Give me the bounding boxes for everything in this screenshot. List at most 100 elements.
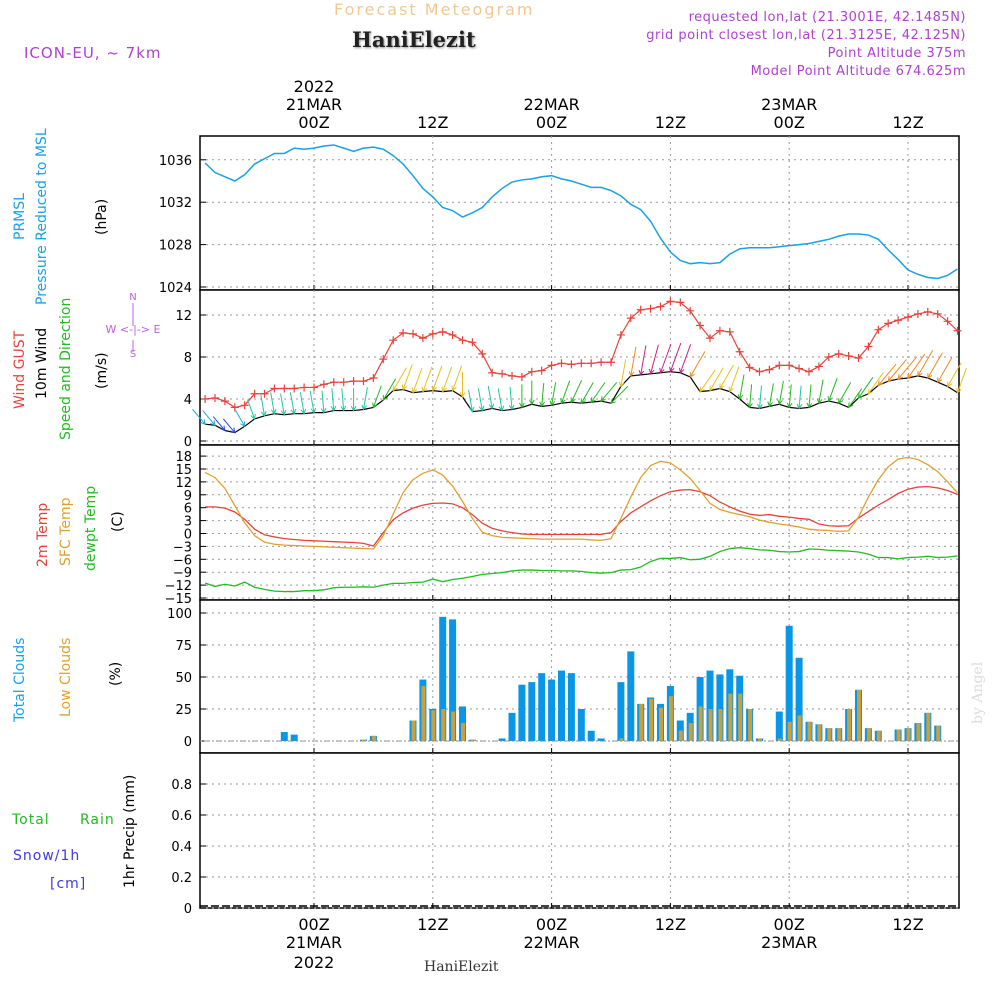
wind-arrow bbox=[212, 416, 226, 432]
gust-point bbox=[300, 383, 309, 392]
wind-arrow bbox=[838, 382, 852, 405]
gust-point bbox=[597, 358, 606, 367]
panel-frame bbox=[199, 289, 960, 446]
panel-frame bbox=[199, 444, 960, 601]
y-tick-label: 12 bbox=[175, 476, 192, 491]
gust-point bbox=[795, 364, 804, 373]
wind-arrow bbox=[777, 380, 784, 406]
gust-point bbox=[250, 389, 259, 398]
total-cloud-bar bbox=[518, 684, 526, 741]
wind-arrow bbox=[659, 344, 672, 374]
gust-point bbox=[319, 380, 328, 389]
label-rain: Rain bbox=[80, 812, 115, 828]
bottom-year-label: 2022 bbox=[294, 953, 335, 972]
requested-coords: requested lon,lat (21.3001E, 42.1485N) bbox=[688, 10, 966, 25]
gust-point bbox=[874, 325, 883, 334]
top-time-label: 12Z bbox=[655, 113, 686, 132]
wind-arrow bbox=[431, 365, 443, 392]
total-cloud-bar bbox=[567, 673, 575, 741]
gust-point bbox=[369, 374, 378, 382]
total-cloud-bar bbox=[597, 738, 605, 741]
low-cloud-bar bbox=[936, 725, 941, 741]
low-cloud-bar bbox=[421, 685, 426, 741]
wind-arrow bbox=[223, 418, 236, 434]
y-tick-label: 25 bbox=[175, 703, 192, 718]
gust-point bbox=[696, 321, 705, 330]
gust-point bbox=[211, 393, 219, 402]
wind-arrow bbox=[937, 357, 953, 384]
bottom-date-label: 23MAR bbox=[761, 933, 817, 952]
total-cloud-bar bbox=[785, 625, 793, 741]
gust-point bbox=[656, 302, 665, 311]
wind-arrow bbox=[628, 346, 637, 377]
top-time-label: 00Z bbox=[774, 113, 805, 132]
low-cloud-bar bbox=[371, 735, 376, 741]
wind-arrow bbox=[857, 377, 874, 399]
y-tick-label: 100 bbox=[167, 607, 192, 622]
gust-point bbox=[824, 353, 833, 361]
gust-point bbox=[745, 363, 754, 372]
y-tick-label: 6 bbox=[184, 502, 192, 517]
gust-point bbox=[834, 349, 843, 358]
y-tick-label: −15 bbox=[165, 592, 192, 607]
low-cloud-bar bbox=[916, 723, 921, 741]
total-cloud-bar bbox=[795, 657, 803, 741]
wind-arrow bbox=[767, 383, 774, 408]
gust-point bbox=[953, 326, 962, 335]
y-tick-label: −3 bbox=[173, 540, 192, 555]
wind-arrow bbox=[477, 388, 485, 412]
gust-point bbox=[498, 369, 507, 378]
label-snow: Snow/1h bbox=[13, 848, 80, 864]
gust-point bbox=[607, 358, 615, 367]
wind-arrow bbox=[421, 366, 433, 393]
y-tick-label: 18 bbox=[175, 450, 192, 465]
wind-arrow bbox=[382, 378, 397, 401]
wind-arrow bbox=[867, 372, 884, 395]
y-tick-label: 1036 bbox=[159, 154, 192, 169]
gust-point bbox=[666, 297, 675, 306]
wind-arrow bbox=[907, 353, 926, 379]
wind-arrow bbox=[192, 408, 206, 425]
label-pressure-msl: Pressure Reduced to MSL bbox=[34, 128, 50, 305]
gust-point bbox=[735, 347, 744, 356]
gust-point bbox=[399, 328, 408, 337]
y-tick-label: 0 bbox=[184, 435, 192, 450]
label-cm: [cm] bbox=[50, 876, 86, 892]
wind-arrow bbox=[600, 382, 618, 402]
gust-point bbox=[468, 338, 477, 347]
wind-arrow bbox=[330, 388, 337, 412]
gust-point bbox=[280, 384, 289, 393]
total-cloud-bar bbox=[775, 711, 783, 741]
wind-arrow bbox=[270, 392, 277, 415]
wind-arrow bbox=[699, 369, 716, 393]
total-cloud-bar bbox=[587, 730, 595, 741]
total-cloud-bar bbox=[548, 679, 556, 741]
panel-frame bbox=[199, 752, 960, 909]
gust-point bbox=[329, 378, 338, 387]
compass-s: S bbox=[130, 349, 136, 360]
wind-arrow bbox=[679, 344, 692, 374]
wind-arrow bbox=[289, 392, 297, 415]
y-tick-label: 0 bbox=[184, 528, 192, 543]
gust-point bbox=[577, 359, 586, 368]
total-cloud-bar bbox=[617, 682, 625, 741]
gust-point bbox=[913, 309, 922, 318]
wind-arrow bbox=[689, 351, 706, 378]
y-tick-label: 75 bbox=[175, 639, 192, 654]
low-cloud-bar bbox=[708, 709, 713, 741]
gust-point bbox=[240, 401, 249, 410]
gust-point bbox=[884, 319, 893, 328]
wind-arrow bbox=[451, 365, 463, 392]
label-10m-wind: 10m Wind bbox=[34, 328, 50, 399]
gust-point bbox=[379, 355, 388, 364]
wind-arrow bbox=[638, 345, 647, 376]
wind-arrow bbox=[260, 394, 267, 417]
total-cloud-bar bbox=[290, 734, 298, 741]
wind-arrow bbox=[519, 384, 525, 409]
gust-point bbox=[636, 305, 645, 314]
wind-arrow bbox=[234, 409, 246, 428]
gust-point bbox=[646, 304, 655, 313]
panel-precipitation: 0 0.2 0.4 0.6 0.8 bbox=[171, 752, 960, 917]
y-tick-label: −9 bbox=[173, 566, 192, 581]
label-speed-direction: Speed and Direction bbox=[58, 298, 74, 440]
